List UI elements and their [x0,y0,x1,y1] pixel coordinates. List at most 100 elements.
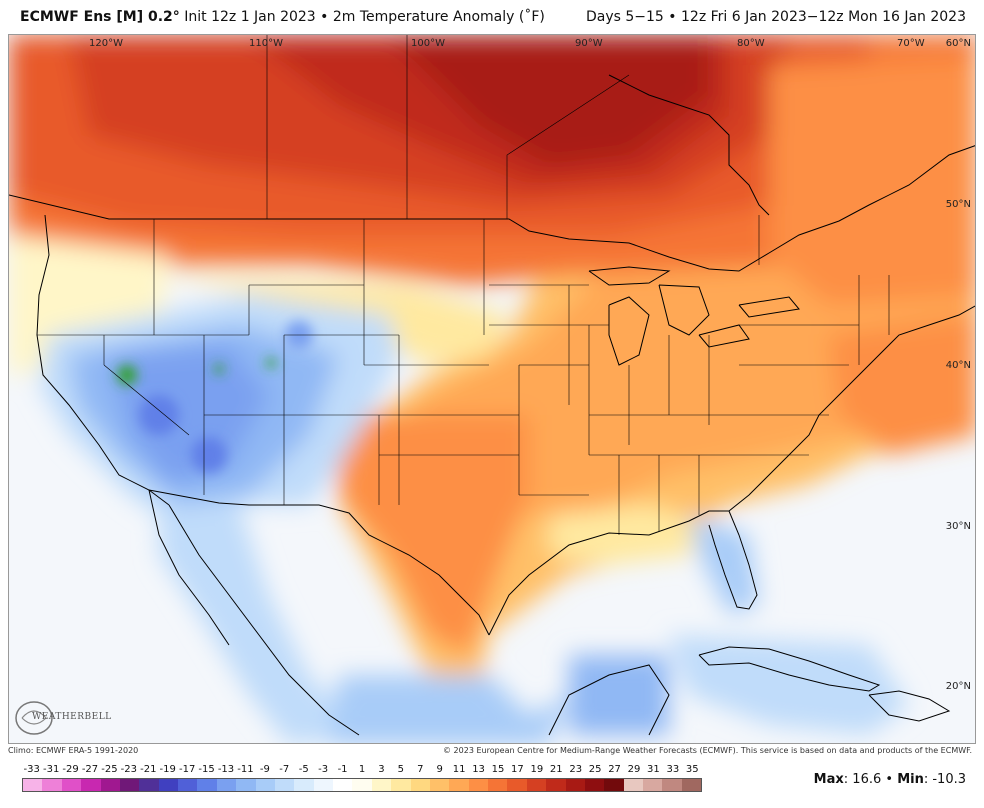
colorbar-tick: -9 [259,764,270,775]
max-min-stats: Max: 16.6 • Min: -10.3 [813,772,966,787]
colorbar-tick: -13 [217,764,235,775]
colorbar-tick: 21 [549,764,563,775]
colorbar-swatch [623,779,643,791]
lon-label: 90°W [575,38,603,49]
lat-label: 20°N [945,681,971,692]
min-value: -10.3 [932,772,966,787]
colorbar-swatch [584,779,605,791]
title-left: ECMWF Ens [M] 0.2° Init 12z 1 Jan 2023 •… [20,9,545,25]
weatherbell-logo [15,701,53,735]
temperature-anomaly-map[interactable]: 120°W 110°W 100°W 90°W 80°W 70°W 60°N 50… [8,34,976,744]
logo-text: WEATHERBELL [32,712,112,722]
colorbar-tick: -17 [178,764,196,775]
colorbar-tick: 23 [569,764,583,775]
lat-label: 60°N [945,38,971,49]
colorbar-tick: -23 [120,764,138,775]
lon-label: 120°W [89,38,123,49]
colorbar-tick: 11 [452,764,466,775]
climo-note: Climo: ECMWF ERA-5 1991-2020 [8,746,139,755]
colorbar-tick: 33 [666,764,680,775]
header: ECMWF Ens [M] 0.2° Init 12z 1 Jan 2023 •… [0,0,984,34]
colorbar-tick: 17 [511,764,524,775]
max-value: 16.6 [852,772,882,787]
colorbar-swatch [410,779,430,791]
colorbar-swatch [429,779,450,791]
colorbar-tick: -31 [42,764,60,775]
colorbar-swatch [197,779,217,791]
colorbar-swatch [61,779,82,791]
colorbar-tick: -19 [159,764,176,775]
colorbar-swatch [158,779,178,791]
state-borders [37,35,890,535]
colorbar-tick: -11 [237,764,254,775]
colorbar-tick: -1 [337,764,348,775]
copyright-note: © 2023 European Centre for Medium-Range … [443,746,972,755]
model-name: ECMWF Ens [M] 0.2° [20,9,180,25]
colorbar-tick: -15 [198,764,215,775]
colorbar-tick: -7 [279,764,290,775]
colorbar-tick: -5 [298,764,309,775]
colorbar-swatch [333,779,353,791]
lon-label: 100°W [411,38,445,49]
colorbar-tick-labels: -33 -31 -29 -27 -25 -23 -21 -19 -17 -15 -13 -11 -9 -7… [14,764,704,776]
colorbar-swatch [507,779,527,791]
colorbar-swatch [100,779,120,791]
colorbar-tick: 5 [397,764,405,775]
colorbar-swatch [449,779,469,791]
colorbar-swatch [81,779,101,791]
colorbar-swatch [526,779,547,791]
colorbar-tick: 27 [608,764,621,775]
colorbar-swatch [255,779,275,791]
colorbar-swatch [313,779,333,791]
valid-period: Days 5−15 • 12z Fri 6 Jan 2023−12z Mon 1… [586,9,966,25]
colorbar-swatch [216,779,237,791]
country-borders [9,74,975,736]
colorbar-tick: 9 [436,764,443,775]
max-label: Max [813,772,844,787]
colorbar-tick: 31 [647,764,660,775]
colorbar-tick: -21 [140,764,157,775]
colorbar-tick: -27 [81,764,99,775]
lat-label: 30°N [945,521,971,532]
colorbar-swatch [546,779,566,791]
colorbar-tick: 25 [588,764,602,775]
colorbar-swatch [371,779,392,791]
colorbar-swatch [662,779,682,791]
colorbar-swatch [565,779,585,791]
colorbar-swatch [352,779,372,791]
colorbar-tick: 3 [378,764,385,775]
colorbar-swatch [236,779,256,791]
colorbar-tick: 29 [627,764,641,775]
colorbar-swatch [119,779,140,791]
colorbar [22,778,702,792]
colorbar-tick: 19 [530,764,544,775]
colorbar-tick: 7 [417,764,424,775]
lat-label: 40°N [945,360,971,371]
lat-label: 50°N [945,199,971,210]
colorbar-swatch [42,779,62,791]
init-info: Init 12z 1 Jan 2023 • 2m Temperature Ano… [184,9,545,25]
colorbar-swatch [468,779,488,791]
lon-label: 110°W [249,38,283,49]
colorbar-swatch [139,779,159,791]
colorbar-tick: -33 [23,764,40,775]
colorbar-swatch [391,779,411,791]
anomaly-field [9,35,975,743]
colorbar-swatch [681,779,702,791]
colorbar-tick: 35 [685,764,699,775]
colorbar-swatch [488,779,508,791]
colorbar-swatch [643,779,663,791]
lon-label: 80°W [737,38,765,49]
colorbar-tick: 1 [358,764,366,775]
colorbar-swatch [274,779,295,791]
colorbar-swatch [604,779,624,791]
colorbar-tick: 13 [472,764,485,775]
min-label: Min [897,772,924,787]
colorbar-tick: -3 [318,764,329,775]
colorbar-tick: -25 [101,764,118,775]
colorbar-swatch [178,779,198,791]
colorbar-swatch [294,779,314,791]
colorbar-tick: -29 [62,764,79,775]
colorbar-swatch [23,779,43,791]
lon-label: 70°W [897,38,925,49]
